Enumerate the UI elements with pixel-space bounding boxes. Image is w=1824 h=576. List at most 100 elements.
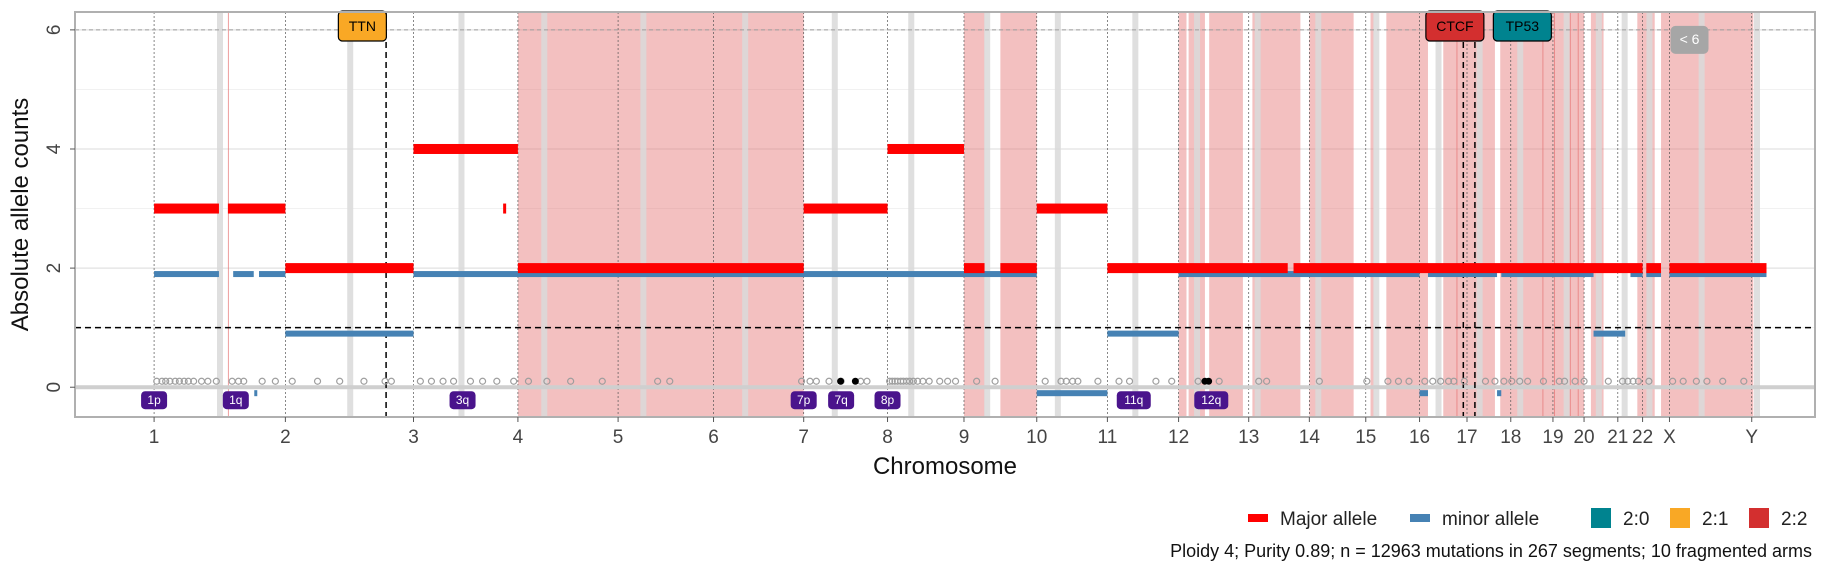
mutation-point — [936, 377, 944, 385]
mutation-point — [1740, 377, 1748, 385]
mutation-point — [1645, 377, 1653, 385]
y-tick-label: 4 — [44, 143, 65, 154]
mutation-point — [1634, 377, 1642, 385]
mutation-point — [212, 377, 220, 385]
mutation-point — [812, 377, 820, 385]
x-tick-label: 17 — [1456, 427, 1477, 448]
mutation-point-clonal — [851, 377, 859, 385]
legend-state-key — [1749, 508, 1769, 528]
minor-allele-segment — [254, 390, 258, 397]
major-allele-segment — [887, 143, 964, 154]
legend-state-key — [1591, 508, 1611, 528]
mutation-point — [1539, 377, 1548, 385]
mutation-point — [1384, 377, 1392, 385]
minor-allele-segment — [1497, 390, 1502, 397]
major-allele-segment — [803, 203, 888, 214]
mutation-point — [1152, 377, 1160, 385]
legend-state-label: 2:2 — [1781, 509, 1807, 530]
centromere-band — [1476, 12, 1483, 417]
y-tick-label: 6 — [44, 25, 65, 36]
cn-state-region — [517, 12, 804, 417]
mutation-point — [466, 377, 475, 385]
cn-state-region — [1178, 12, 1187, 417]
cn-state-thin-region — [1569, 12, 1571, 417]
x-tick-label: 21 — [1607, 427, 1628, 448]
arm-label-text: 1p — [147, 393, 161, 407]
mutation-point — [427, 377, 436, 385]
mutation-point — [1194, 377, 1202, 385]
centromere-band — [742, 12, 749, 417]
mutation-point — [906, 377, 914, 385]
major-allele-segment — [413, 143, 518, 154]
mutation-point — [1524, 377, 1532, 385]
minor-allele-segment — [1107, 330, 1179, 337]
mutation-point — [825, 377, 833, 385]
plot-border — [74, 11, 1816, 418]
arm-label-text: 3q — [456, 393, 469, 407]
centromere-band — [1132, 12, 1139, 417]
arm-label-badge — [874, 391, 901, 410]
x-tick-label: 7 — [798, 427, 809, 448]
mutation-point — [1041, 377, 1049, 385]
major-allele-segment — [227, 203, 286, 214]
arm-label-badge — [1116, 391, 1151, 410]
major-allele-segment — [1646, 263, 1662, 274]
mutation-point — [1500, 377, 1508, 385]
legend-state-label: 2:0 — [1623, 509, 1649, 530]
legend-state-key — [1670, 508, 1690, 528]
minor-allele-segment — [1501, 271, 1594, 278]
mutation-point — [416, 377, 424, 385]
mutation-point — [439, 377, 447, 385]
centromere-band — [1435, 12, 1442, 417]
centromere-band — [1194, 12, 1201, 417]
centromere-band — [831, 12, 838, 417]
mutation-point — [1363, 377, 1371, 385]
legend-major-label: Major allele — [1280, 509, 1377, 530]
arm-label-text: 12q — [1201, 393, 1221, 407]
minor-allele-segment — [285, 330, 414, 337]
minor-allele-segment — [1669, 271, 1767, 278]
mutation-point — [1618, 377, 1627, 385]
cn-state-thin-region — [1554, 12, 1555, 417]
x-tick-label: 13 — [1238, 427, 1259, 448]
minor-allele-segment — [1178, 271, 1420, 278]
mutation-point — [1450, 377, 1458, 385]
x-tick-label: 10 — [1026, 427, 1047, 448]
mutation-point — [478, 377, 487, 385]
mutation-point — [666, 377, 674, 385]
mutation-point — [913, 377, 922, 385]
mutation-point-clonal — [837, 377, 845, 385]
y-tick-label: 2 — [44, 263, 65, 274]
mutation-point — [1125, 377, 1134, 385]
major-allele-segment — [503, 203, 507, 214]
centromere-band — [1563, 12, 1570, 417]
arm-label-text: 1q — [229, 393, 242, 407]
centromere-band — [1254, 12, 1261, 417]
mutation-point — [258, 377, 266, 385]
minor-allele-segment — [233, 271, 254, 278]
arm-label-badge — [222, 391, 249, 410]
x-tick-label: 20 — [1573, 427, 1594, 448]
legend-major-key — [1248, 514, 1268, 522]
mutation-point — [313, 377, 322, 385]
mutation-point — [654, 377, 662, 385]
mutation-point — [1394, 377, 1403, 385]
mutation-point — [1571, 377, 1579, 385]
cn-state-region — [1386, 12, 1428, 417]
gene-label-text: CTCF — [1436, 18, 1473, 34]
x-tick-label: 5 — [613, 427, 624, 448]
mutation-point — [1444, 377, 1453, 385]
mutation-point — [1719, 377, 1727, 385]
mutation-point — [158, 377, 166, 385]
minor-allele-segment — [259, 271, 286, 278]
mutation-point — [888, 377, 896, 385]
major-allele-segment — [1669, 263, 1767, 274]
arm-label-text: 7p — [797, 393, 811, 407]
mutation-point — [598, 377, 606, 385]
mutation-point — [1604, 377, 1612, 385]
centromere-band — [1754, 12, 1760, 417]
arm-label-text: 11q — [1124, 393, 1143, 407]
centromere-band — [458, 12, 465, 417]
x-tick-label: 11 — [1098, 427, 1118, 448]
